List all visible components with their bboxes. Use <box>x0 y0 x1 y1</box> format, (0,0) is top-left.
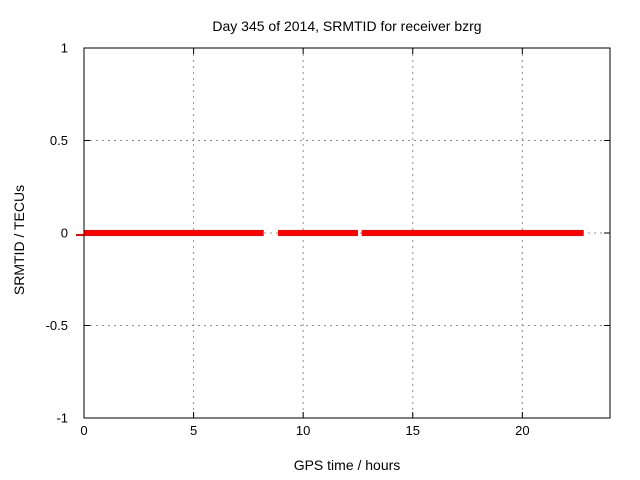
x-tick-label: 0 <box>80 423 87 438</box>
y-tick-label: 0.5 <box>50 133 68 148</box>
x-tick-label: 5 <box>190 423 197 438</box>
y-tick-label: -0.5 <box>46 318 68 333</box>
x-axis-label: GPS time / hours <box>293 457 401 473</box>
plot-border <box>83 47 611 419</box>
chart-title: Day 345 of 2014, SRMTID for receiver bzr… <box>212 18 482 34</box>
y-tick-label: -1 <box>56 411 68 426</box>
x-tick-label: 15 <box>406 423 420 438</box>
y-tick-label: 1 <box>61 41 68 56</box>
x-tick-label: 10 <box>296 423 310 438</box>
x-tick-label: 20 <box>515 423 529 438</box>
zero-tick-red-overdraw <box>76 234 84 236</box>
y-tick-label: 0 <box>61 226 68 241</box>
